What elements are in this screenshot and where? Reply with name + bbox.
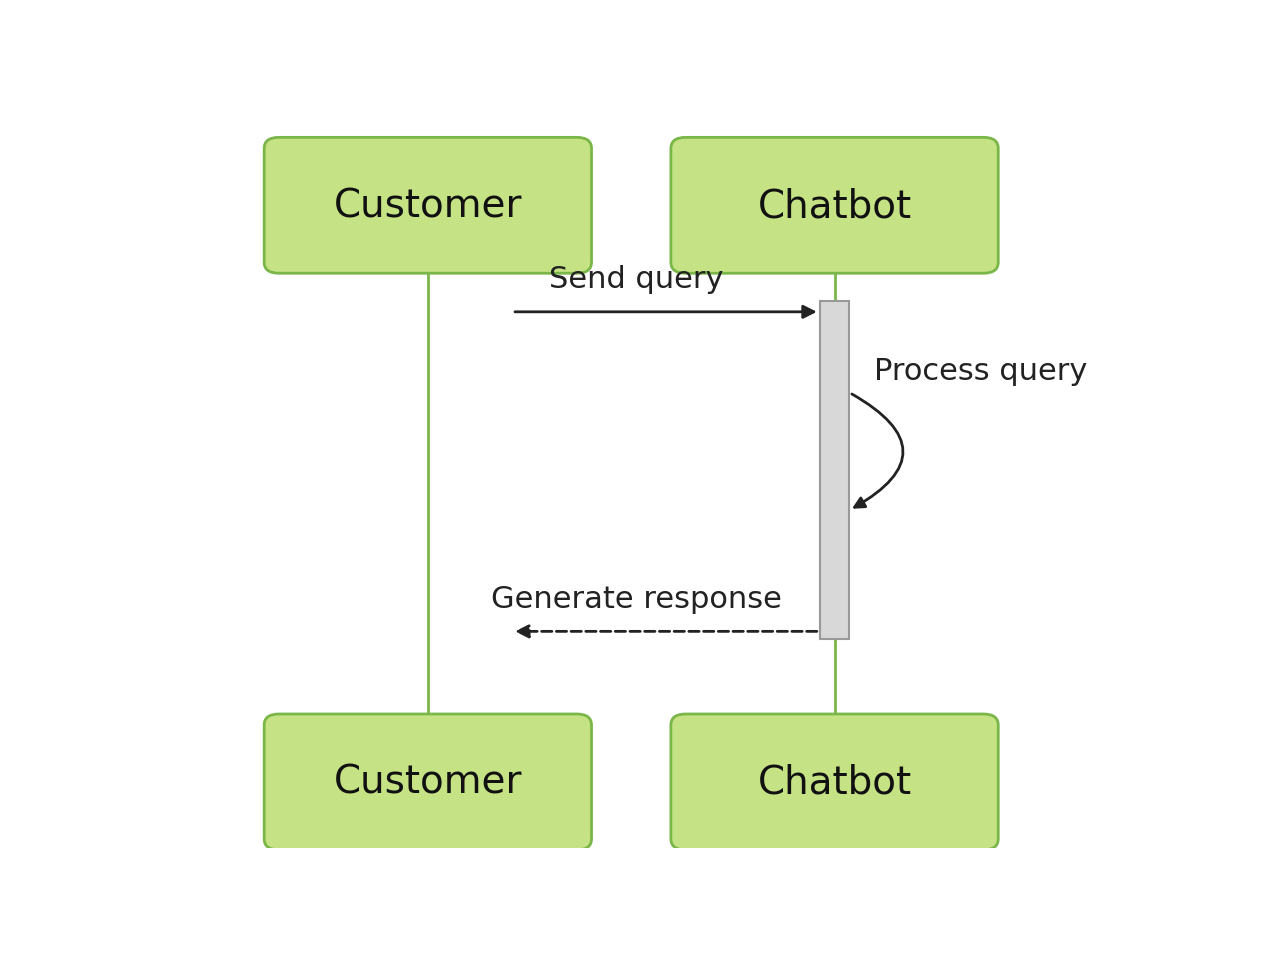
FancyBboxPatch shape [671,138,998,274]
Text: Send query: Send query [549,265,723,294]
Text: Generate response: Generate response [490,584,782,614]
FancyArrowPatch shape [852,395,902,508]
FancyBboxPatch shape [264,138,591,274]
Text: Customer: Customer [334,187,522,225]
Text: Chatbot: Chatbot [758,763,911,801]
Text: Process query: Process query [874,357,1088,386]
Text: Chatbot: Chatbot [758,187,911,225]
Bar [819,301,850,639]
FancyBboxPatch shape [671,714,998,850]
Text: Customer: Customer [334,763,522,801]
FancyBboxPatch shape [264,714,591,850]
